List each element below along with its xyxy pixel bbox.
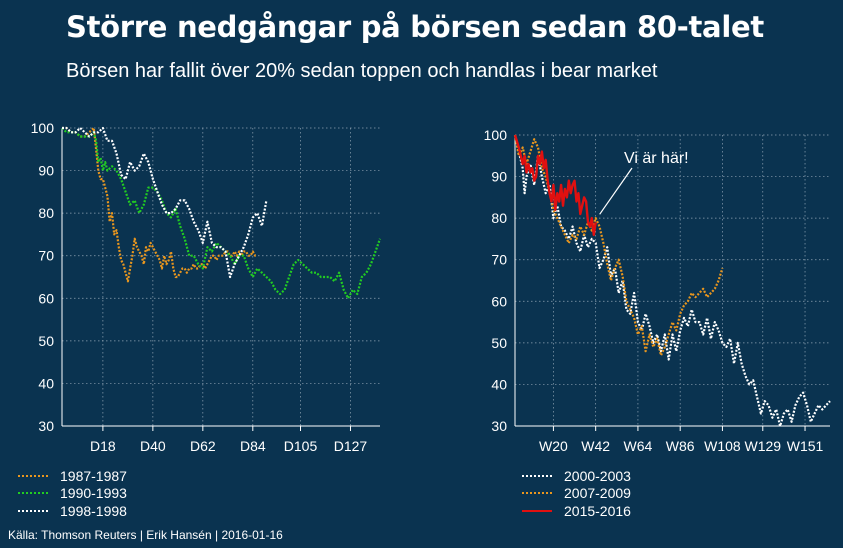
right-chart: 30 40 50 60 70 80 90 100 W20 W42 W64 W86 W108 W129 W15… (484, 127, 831, 454)
legend-label-2000: 2000-2003 (564, 467, 631, 484)
chart-title: Större nedgångar på börsen sedan 80-tale… (66, 10, 764, 44)
right-chart-ytick-label: 80 (491, 210, 507, 226)
left-chart-xtick-label: D84 (240, 438, 266, 454)
left-chart-ytick-label: 50 (38, 333, 54, 349)
right-chart-xtick-label: W108 (704, 438, 741, 454)
legend-item-2007: 2007-2009 (522, 485, 631, 503)
right-chart-xtick-label: W129 (744, 438, 781, 454)
legend-item-1987: 1987-1987 (18, 467, 127, 485)
legend-item-1998: 1998-1998 (18, 502, 127, 520)
right-chart-series-2015-2016 (513, 134, 597, 237)
left-chart-ytick-label: 70 (38, 248, 54, 264)
right-chart-xtick-label: W42 (581, 438, 610, 454)
left-chart: 30 40 50 60 70 80 90 100 D18 D40 D62 D84 D105 D127 (31, 120, 382, 454)
left-chart-ytick-label: 80 (38, 205, 54, 221)
right-chart-ytick-label: 30 (491, 418, 507, 434)
left-chart-xtick-label: D127 (334, 438, 368, 454)
left-chart-ytick-label: 40 (38, 375, 54, 391)
right-chart-series-2000-2003 (513, 134, 831, 428)
right-chart-ytick-label: 50 (491, 335, 507, 351)
legend-swatch-1998 (18, 509, 48, 512)
annotation-label: Vi är här! (624, 150, 689, 167)
legend-label-1987: 1987-1987 (60, 467, 127, 484)
right-legend: 2000-2003 2007-2009 2015-2016 (522, 467, 631, 520)
left-chart-xtick-label: D62 (190, 438, 216, 454)
chart-subtitle: Börsen har fallit över 20% sedan toppen … (66, 60, 658, 82)
legend-swatch-1987 (18, 474, 48, 477)
right-chart-xtick-label: W64 (624, 438, 653, 454)
source-footer: Källa: Thomson Reuters | Erik Hansén | 2… (8, 528, 283, 542)
right-chart-ytick-label: 70 (491, 252, 507, 268)
right-chart-ytick-label: 90 (491, 169, 507, 185)
legend-swatch-1990 (18, 492, 48, 495)
left-chart-ytick-label: 90 (38, 163, 54, 179)
left-chart-series-1987-1987 (62, 126, 258, 283)
left-chart-xtick-label: D40 (140, 438, 166, 454)
right-chart-ytick-label: 60 (491, 293, 507, 309)
legend-label-1990: 1990-1993 (60, 485, 127, 502)
legend-item-2015: 2015-2016 (522, 502, 631, 520)
legend-item-2000: 2000-2003 (522, 467, 631, 485)
right-chart-xtick-label: W151 (787, 438, 824, 454)
legend-swatch-2007 (522, 492, 552, 495)
legend-item-1990: 1990-1993 (18, 485, 127, 503)
right-chart-ytick-label: 100 (484, 127, 508, 143)
legend-swatch-2000 (522, 474, 552, 477)
left-chart-series-1990-1993 (61, 127, 382, 300)
right-chart-ytick-label: 40 (491, 376, 507, 392)
legend-label-2015: 2015-2016 (564, 502, 631, 519)
left-chart-ytick-label: 100 (31, 120, 55, 136)
left-legend: 1987-1987 1990-1993 1998-1998 (18, 467, 127, 520)
left-chart-ytick-label: 30 (38, 418, 54, 434)
right-chart-xtick-label: W20 (539, 438, 568, 454)
annotation-pointer (599, 167, 633, 215)
left-chart-xtick-label: D18 (90, 438, 116, 454)
left-chart-xtick-label: D105 (284, 438, 318, 454)
legend-label-2007: 2007-2009 (564, 485, 631, 502)
left-chart-series-1998-1998 (62, 126, 268, 279)
right-chart-xtick-label: W86 (666, 438, 695, 454)
legend-swatch-2015 (522, 509, 552, 512)
legend-label-1998: 1998-1998 (60, 502, 127, 519)
left-chart-ytick-label: 60 (38, 290, 54, 306)
